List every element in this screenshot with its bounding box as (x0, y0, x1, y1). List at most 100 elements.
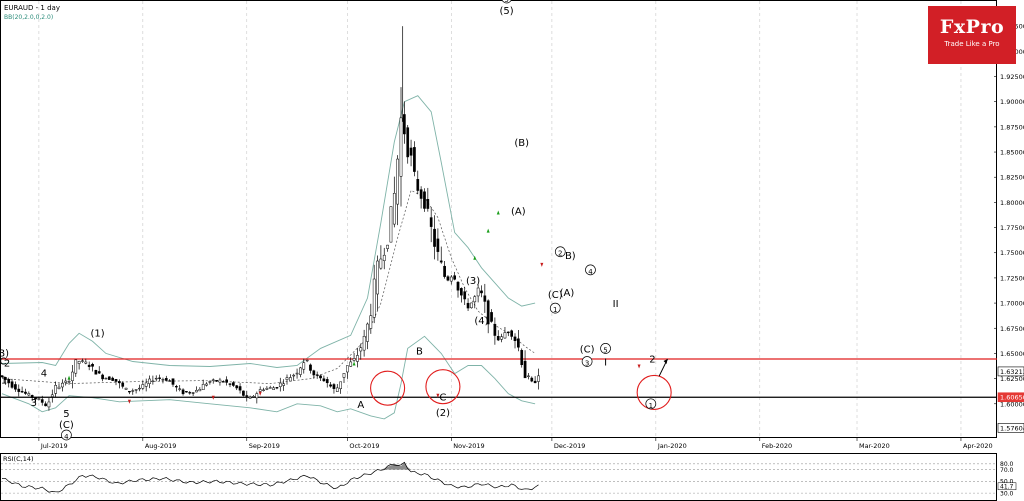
price-tick-label: 1.82500 (1000, 174, 1024, 182)
bollinger-upper (1, 95, 536, 368)
candle-body (285, 377, 289, 380)
candle-body (4, 377, 7, 380)
price-axis: 1.975001.950001.925001.900001.875001.850… (994, 23, 1024, 433)
candle-body (94, 369, 98, 375)
sell-signal-arrow (258, 391, 262, 396)
wave-label: 4 (64, 433, 69, 441)
candle-body (238, 386, 242, 391)
candle-body (37, 398, 41, 400)
time-tick-label: Mar-2020 (859, 442, 890, 450)
price-tick-label: 1.62500 (1000, 375, 1024, 383)
price-tick-label: 1.80000 (1000, 199, 1024, 207)
candle-body (282, 383, 286, 386)
candle-body (245, 395, 249, 397)
candle-body (191, 392, 195, 394)
candle-body (476, 287, 480, 297)
price-tick-label: 1.92500 (1000, 73, 1024, 81)
price-tag-box (997, 366, 1024, 377)
time-tick-label: Jan-2020 (657, 442, 687, 450)
wave-label: B (416, 346, 423, 357)
candle-body (456, 281, 460, 291)
time-tick-label: Nov-2019 (453, 442, 484, 450)
candle-body (97, 371, 101, 374)
candle-body (309, 364, 312, 371)
candle-body (225, 379, 229, 383)
wave-label: (5) (500, 6, 514, 17)
candle-body (423, 191, 426, 209)
candle-body (252, 396, 255, 398)
candle-body (138, 387, 141, 390)
wave-label: 1 (1, 376, 7, 387)
wave-label: 3 (585, 360, 589, 368)
price-tick-label: 1.67500 (1000, 325, 1024, 333)
fxpro-logo: FxPro Trade Like a Pro (928, 6, 1016, 64)
wave-label-circle (600, 343, 611, 354)
price-tick-label: 1.85000 (1000, 149, 1024, 157)
candle-body (496, 336, 500, 341)
candle-body (530, 377, 534, 382)
candle-body (490, 312, 493, 322)
time-tick-label: Feb-2020 (762, 442, 792, 450)
candle-body (171, 378, 175, 385)
candle-body (289, 377, 292, 382)
wave-label: C (439, 393, 446, 404)
candle-body (278, 382, 282, 387)
rsi-current-box (997, 482, 1017, 491)
candle-body (7, 379, 11, 384)
highlight-circle (370, 370, 406, 406)
wave-label: (A) (560, 288, 575, 299)
candle-body (84, 361, 88, 364)
price-tick-label: 1.77500 (1000, 224, 1024, 232)
horizontal-levels (1, 358, 997, 398)
gridlines (38, 1, 962, 437)
candle-body (228, 383, 232, 385)
wave-label: (A) (511, 206, 526, 217)
rsi-label: RSI(C,14) (3, 455, 34, 463)
buy-signal-arrow (473, 255, 477, 260)
candle-body (201, 384, 205, 390)
candle-body (151, 380, 155, 382)
candle-body (513, 336, 517, 341)
wave-label: I (604, 358, 607, 369)
wave-label: (C) (548, 290, 563, 301)
wave-label: 3 (31, 398, 37, 409)
wave-label: (C) (59, 420, 74, 431)
candle-body (537, 375, 540, 382)
candle-body (503, 332, 507, 339)
candle-body (315, 374, 319, 376)
candle-body (419, 189, 423, 199)
price-tick-label: 1.72500 (1000, 274, 1024, 282)
rsi-line (1, 461, 539, 493)
candle-body (107, 376, 111, 380)
price-tick-label: 1.75000 (1000, 249, 1024, 257)
candle-body (426, 199, 430, 209)
price-tag-box (997, 423, 1024, 433)
candle-body (473, 296, 477, 303)
candle-body (161, 379, 165, 381)
candle-body (486, 300, 490, 325)
candle-body (188, 392, 192, 394)
candle-body (433, 228, 436, 247)
candle-body (376, 260, 379, 295)
candle-body (322, 378, 326, 382)
time-tick-label: Aug-2019 (145, 442, 177, 450)
candle-body (359, 347, 363, 352)
main-chart-frame (0, 0, 997, 438)
candle-body (198, 389, 202, 392)
candle-body (510, 330, 514, 337)
candle-body (366, 323, 369, 342)
chart-symbol-label: EURAUD - 1 day (4, 4, 60, 12)
candle-body (87, 364, 91, 367)
candle-body (356, 355, 359, 362)
candle-body (57, 386, 61, 390)
candle-body (185, 391, 188, 393)
candle-body (208, 381, 212, 383)
candle-body (168, 380, 172, 382)
candle-body (61, 382, 64, 388)
candle-body (235, 385, 239, 389)
candle-body (195, 389, 198, 393)
candle-body (362, 336, 366, 351)
candle-body (118, 381, 121, 384)
price-tick-label: 1.65000 (1000, 350, 1024, 358)
